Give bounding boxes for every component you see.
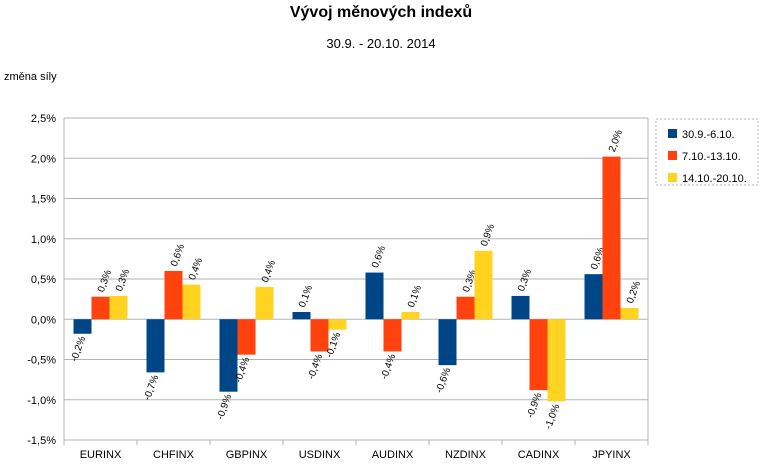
- legend-label: 14.10.-20.10.: [682, 173, 747, 185]
- legend-label: 7.10.-13.10.: [682, 151, 741, 163]
- x-tick-label: AUDINX: [372, 449, 414, 461]
- y-tick-label: 1,0%: [31, 234, 56, 246]
- y-tick-label: 2,0%: [31, 153, 56, 165]
- bar: [584, 274, 603, 320]
- bar: [182, 284, 201, 320]
- bar: [383, 319, 402, 352]
- legend-swatch: [668, 151, 677, 160]
- y-tick-label: -1,5%: [27, 435, 56, 447]
- bar: [365, 272, 384, 320]
- y-tick-label: 1,5%: [31, 194, 56, 206]
- bar: [73, 319, 92, 334]
- x-tick-label: CADINX: [518, 449, 560, 461]
- bar: [328, 319, 347, 330]
- x-tick-label: USDINX: [299, 449, 341, 461]
- bar: [255, 287, 274, 320]
- bar: [310, 319, 329, 352]
- bar: [529, 319, 548, 391]
- bar: [438, 319, 457, 366]
- bar: [456, 296, 475, 320]
- y-tick-label: -1,0%: [27, 395, 56, 407]
- y-axis-label: změna síly: [4, 71, 57, 83]
- bar: [602, 156, 621, 320]
- y-tick-label: 0,5%: [31, 274, 56, 286]
- chart-title: Vývoj měnových indexů: [289, 4, 473, 21]
- bar: [91, 296, 110, 320]
- x-tick-label: NZDINX: [445, 449, 487, 461]
- bar: [164, 270, 183, 320]
- x-tick-label: CHFINX: [153, 449, 195, 461]
- x-tick-label: JPYINX: [592, 449, 631, 461]
- y-tick-label: 2,5%: [31, 113, 56, 125]
- bar: [237, 319, 256, 355]
- x-tick-label: GBPINX: [226, 449, 268, 461]
- bar: [401, 312, 420, 320]
- legend-swatch: [668, 173, 677, 182]
- legend-label: 30.9.-6.10.: [682, 129, 735, 141]
- bar: [109, 295, 128, 320]
- chart-subtitle: 30.9. - 20.10. 2014: [326, 36, 436, 51]
- bar: [292, 312, 311, 320]
- bar: [547, 319, 566, 402]
- legend-swatch: [668, 129, 677, 138]
- x-tick-label: EURINX: [80, 449, 122, 461]
- bar: [219, 319, 238, 392]
- y-tick-label: 0,0%: [31, 314, 56, 326]
- bar: [511, 295, 530, 320]
- bar: [474, 250, 493, 320]
- bar: [146, 319, 165, 373]
- y-tick-label: -0,5%: [27, 355, 56, 367]
- bar: [620, 307, 639, 320]
